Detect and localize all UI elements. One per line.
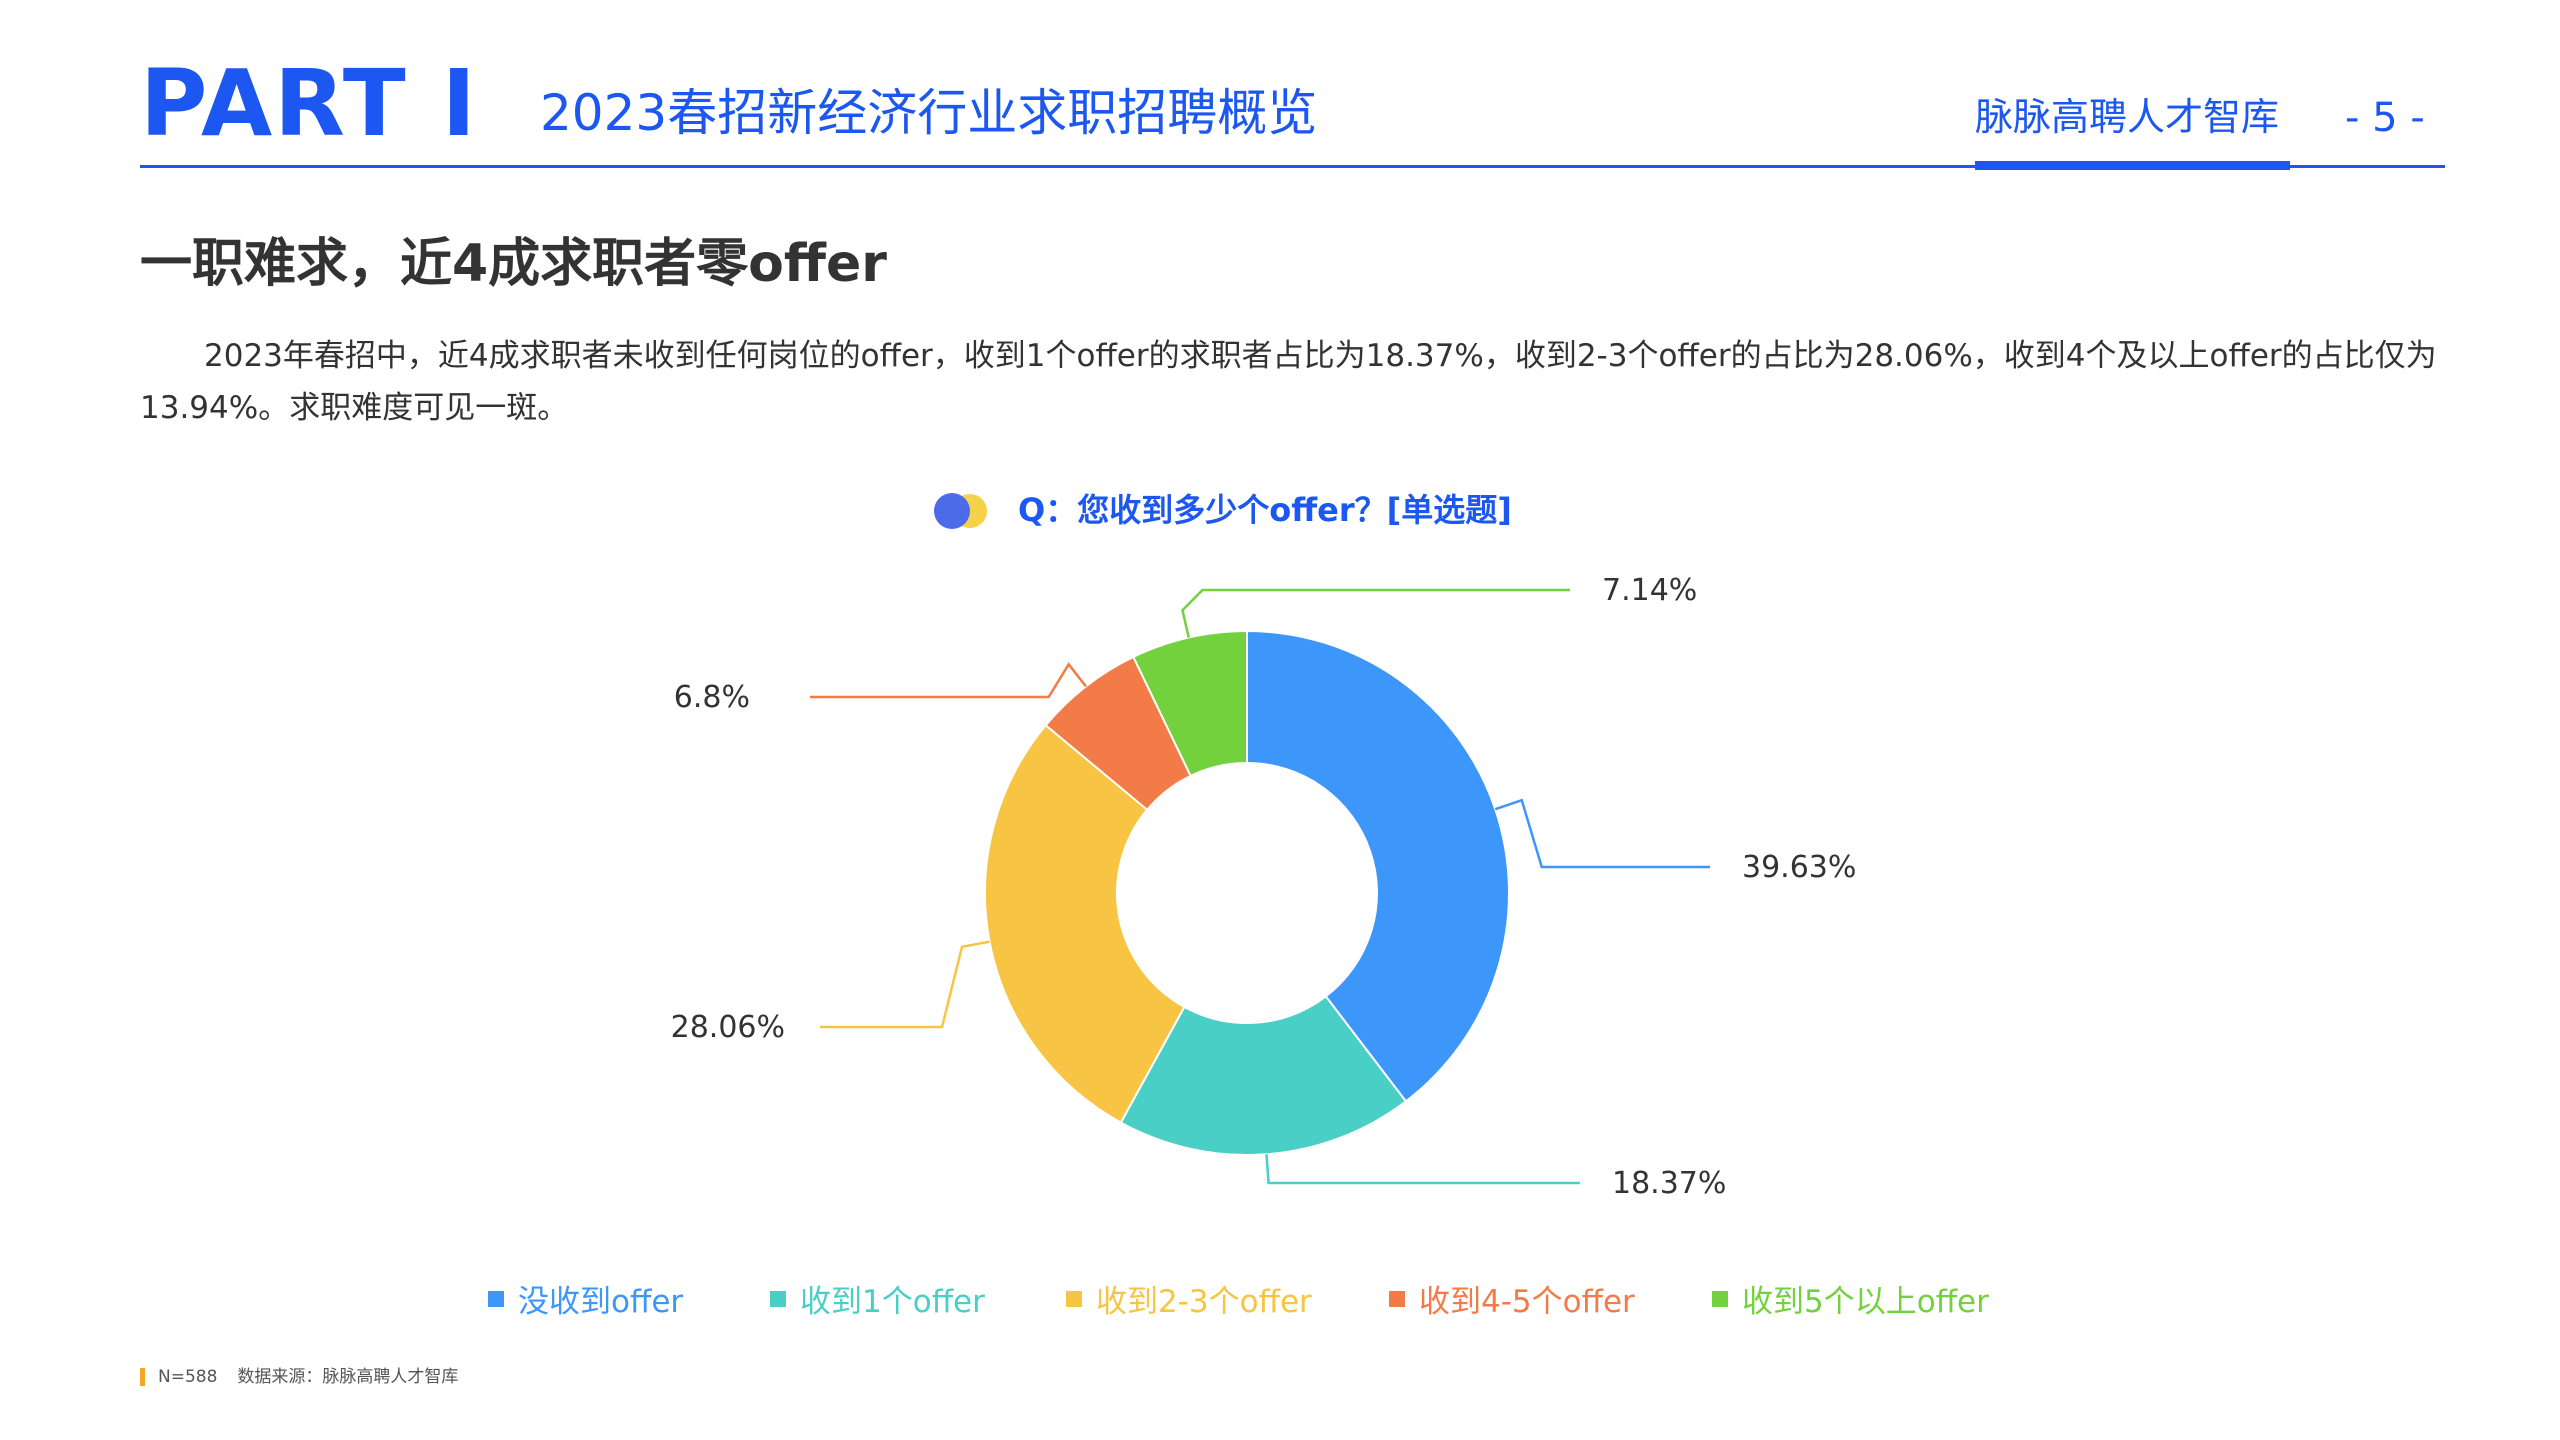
legend-item-one-offer: 收到1个offer bbox=[770, 1276, 985, 1321]
data-label-one-offer: 18.37% bbox=[1612, 1166, 1726, 1201]
legend-swatch bbox=[1712, 1290, 1728, 1307]
footer-note: N=588 数据来源：脉脉高聘人才智库 bbox=[158, 1367, 458, 1387]
page-number: - 5 - bbox=[2345, 95, 2425, 141]
legend-swatch bbox=[770, 1290, 786, 1307]
slice-one-offer bbox=[1119, 994, 1408, 1157]
chart-question: Q：您收到多少个offer？[单选题] bbox=[1018, 491, 1512, 529]
legend-swatch bbox=[1066, 1290, 1082, 1307]
legend-swatch bbox=[1389, 1290, 1405, 1307]
data-label-five-plus-offers: 7.14% bbox=[1602, 573, 1697, 608]
data-label-two-three-offers: 28.06% bbox=[671, 1010, 785, 1045]
leader-line-five-plus-offers bbox=[1181, 588, 1570, 638]
section-description: 2023年春招中，近4成求职者未收到任何岗位的offer，收到1个offer的求… bbox=[140, 338, 2437, 426]
legend-label: 收到1个offer bbox=[800, 1284, 985, 1320]
legend-label: 收到4-5个offer bbox=[1419, 1284, 1635, 1320]
slice-no-offer bbox=[1246, 629, 1511, 1103]
data-label-no-offer: 39.63% bbox=[1742, 850, 1856, 885]
slice-five-plus-offers bbox=[1132, 629, 1248, 778]
legend-item-two-three-offers: 收到2-3个offer bbox=[1066, 1276, 1312, 1321]
leader-line-one-offer bbox=[1265, 1154, 1580, 1185]
slice-two-three-offers bbox=[984, 723, 1186, 1124]
leader-line-four-five-offers bbox=[810, 662, 1087, 699]
sample-size: N=588 bbox=[158, 1367, 218, 1387]
question-dots-icon bbox=[934, 493, 987, 529]
brand-name: 脉脉高聘人才智库 bbox=[1975, 95, 2280, 139]
legend-label: 收到2-3个offer bbox=[1096, 1284, 1312, 1320]
legend-label: 收到5个以上offer bbox=[1742, 1284, 1989, 1320]
footer-marker bbox=[140, 1368, 145, 1386]
legend-item-no-offer: 没收到offer bbox=[488, 1276, 683, 1321]
section-heading: 一职难求，近4成求职者零offer bbox=[140, 234, 887, 294]
legend-item-four-five-offers: 收到4-5个offer bbox=[1389, 1276, 1635, 1321]
legend-label: 没收到offer bbox=[518, 1284, 684, 1320]
legend-swatch bbox=[488, 1290, 504, 1307]
header-divider bbox=[140, 165, 2445, 168]
legend-item-five-plus-offers: 收到5个以上offer bbox=[1712, 1276, 1989, 1321]
part-label: PART Ⅰ bbox=[140, 50, 478, 157]
data-label-four-five-offers: 6.8% bbox=[674, 680, 750, 715]
leader-line-two-three-offers bbox=[820, 940, 990, 1029]
data-source: 数据来源：脉脉高聘人才智库 bbox=[237, 1367, 459, 1387]
leader-line-no-offer bbox=[1494, 798, 1710, 869]
chart-legend: 没收到offer 收到1个offer 收到2-3个offer 收到4-5个offer 收… bbox=[0, 1276, 2560, 1326]
header-title: 2023春招新经济行业求职招聘概览 bbox=[540, 84, 1318, 142]
